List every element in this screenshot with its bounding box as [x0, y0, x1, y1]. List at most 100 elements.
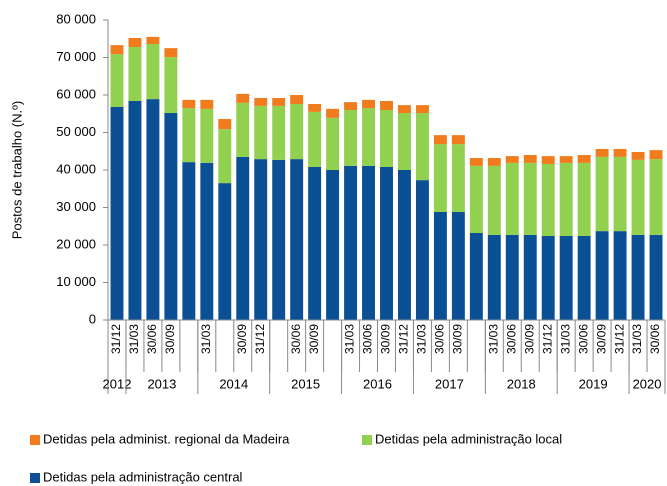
bar-segment	[218, 119, 232, 130]
x-tick-label: 30/09	[163, 324, 177, 354]
bar-segment	[613, 231, 627, 320]
bar-segment	[559, 162, 573, 236]
bar-segment	[505, 234, 519, 320]
bar-segment	[433, 135, 447, 145]
bar-segment	[272, 159, 286, 320]
legend-swatch	[362, 435, 372, 445]
bar-segment	[326, 170, 340, 320]
bar-segment	[523, 162, 537, 235]
y-tick-label: 80 000	[56, 11, 96, 26]
bar-segment	[110, 107, 124, 320]
bar-segment	[110, 54, 124, 107]
bar-segment	[308, 104, 322, 112]
bar-segment	[380, 101, 393, 110]
bar-segment	[128, 38, 142, 47]
bar-segment	[254, 98, 268, 106]
bar-segment	[487, 158, 501, 166]
x-tick-label: 31/12	[253, 324, 267, 354]
bar-segment	[415, 180, 429, 320]
x-tick-label: 31/12	[109, 324, 123, 354]
bar-segment	[236, 93, 250, 103]
bar-segment	[577, 155, 591, 163]
x-tick-label: 31/03	[630, 324, 644, 354]
x-tick-label: 31/03	[558, 324, 572, 354]
bar-segment	[631, 152, 645, 160]
x-tick-label: 31/12	[540, 324, 554, 354]
bar-segment	[344, 165, 358, 320]
y-tick-label: 40 000	[56, 161, 96, 176]
bar-segment	[541, 236, 555, 320]
bar-segment	[631, 234, 645, 320]
x-tick-label: 30/09	[235, 324, 249, 354]
bar-segment	[523, 155, 537, 163]
x-tick-label: 31/12	[397, 324, 411, 354]
bar-segment	[164, 48, 178, 58]
bar-segment	[415, 105, 429, 113]
bar-segment	[469, 165, 483, 233]
bar-segment	[200, 99, 214, 109]
x-tick-label: 30/06	[433, 324, 447, 354]
bar-segment	[344, 102, 358, 110]
bar-segment	[200, 162, 214, 320]
bar-segment	[272, 105, 286, 160]
bar-segment	[362, 108, 376, 166]
year-label: 2019	[579, 376, 608, 391]
legend-label: Detidas pela administração central	[43, 469, 243, 484]
bar-segment	[182, 162, 196, 320]
x-tick-label: 30/09	[379, 324, 393, 354]
bar-segment	[128, 47, 142, 101]
bar-segment	[218, 183, 232, 320]
bar-segment	[505, 156, 519, 163]
bar-segment	[613, 149, 627, 157]
bar-segment	[218, 129, 232, 184]
bar-segment	[362, 99, 376, 109]
x-tick-label: 30/06	[648, 324, 662, 354]
x-tick-label: 30/06	[145, 324, 159, 354]
bar-segment	[433, 212, 447, 320]
year-label: 2015	[291, 376, 320, 391]
x-tick-label: 31/03	[343, 324, 357, 354]
bar-segment	[415, 113, 429, 181]
bar-segment	[380, 110, 393, 167]
bar-segment	[290, 95, 304, 104]
bar-segment	[164, 113, 178, 320]
bar-segment	[236, 156, 250, 320]
bar-segment	[469, 158, 483, 166]
bar-segment	[326, 117, 340, 170]
bar-segment	[290, 159, 304, 320]
bar-segment	[451, 144, 465, 212]
bar-segment	[146, 44, 160, 100]
legend-swatch	[30, 435, 40, 445]
x-tick-label: 31/03	[486, 324, 500, 354]
bar-segment	[649, 159, 663, 235]
x-tick-label: 30/06	[576, 324, 590, 354]
bar-segment	[559, 156, 573, 163]
bar-segment	[146, 99, 160, 320]
bar-segment	[182, 99, 196, 109]
bar-segment	[397, 113, 411, 170]
bar-segment	[541, 156, 555, 164]
year-label: 2020	[633, 376, 662, 391]
bar-segment	[110, 45, 124, 55]
legend-label: Detidas pela administ. regional da Madei…	[43, 431, 290, 446]
bar-segment	[397, 170, 411, 320]
bar-segment	[649, 234, 663, 320]
bar-segment	[523, 234, 537, 320]
x-tick-label: 30/09	[522, 324, 536, 354]
y-tick-label: 10 000	[56, 274, 96, 289]
x-tick-label: 30/06	[504, 324, 518, 354]
bar-segment	[272, 98, 286, 106]
bar-segment	[164, 57, 178, 113]
bar-segment	[362, 165, 376, 320]
year-label: 2014	[219, 376, 248, 391]
year-label: 2018	[507, 376, 536, 391]
bar-segment	[559, 236, 573, 320]
bar-segment	[128, 101, 142, 320]
bar-segment	[146, 36, 160, 44]
x-tick-label: 31/03	[199, 324, 213, 354]
bar-segment	[397, 105, 411, 113]
legend-swatch	[30, 473, 40, 483]
bar-segment	[326, 108, 340, 118]
bar-segment	[308, 111, 322, 167]
